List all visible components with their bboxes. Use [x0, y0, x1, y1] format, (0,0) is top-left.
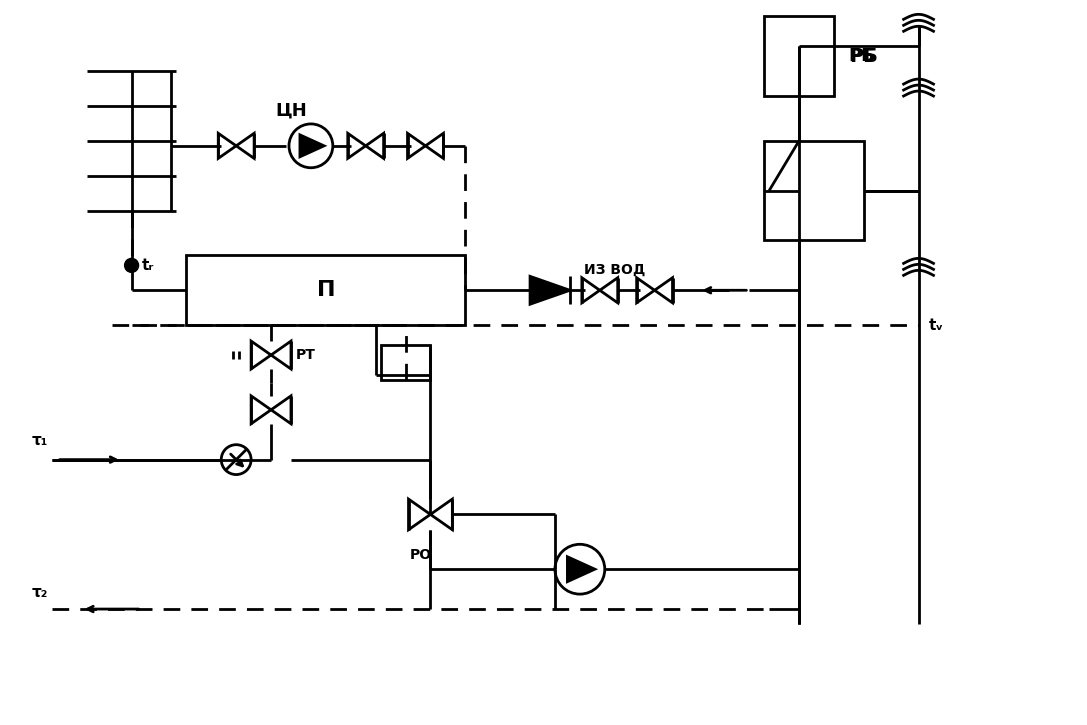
Circle shape: [555, 544, 604, 594]
Polygon shape: [600, 278, 617, 303]
Text: РБ: РБ: [849, 46, 877, 66]
Text: ИЗ ВОД: ИЗ ВОД: [584, 262, 646, 276]
Polygon shape: [218, 133, 236, 158]
Bar: [186, 255, 465, 325]
Circle shape: [289, 124, 333, 167]
Circle shape: [222, 444, 251, 475]
Polygon shape: [430, 499, 452, 530]
Text: ЦН: ЦН: [275, 102, 307, 120]
Text: τ₁: τ₁: [32, 433, 48, 447]
Polygon shape: [271, 341, 291, 369]
Bar: [380, 345, 430, 380]
Polygon shape: [425, 133, 443, 158]
Polygon shape: [567, 557, 595, 581]
Circle shape: [125, 258, 138, 273]
Polygon shape: [271, 396, 291, 424]
Polygon shape: [236, 133, 254, 158]
Polygon shape: [408, 133, 425, 158]
Polygon shape: [365, 133, 384, 158]
Polygon shape: [530, 276, 570, 304]
Bar: [764, 17, 834, 96]
Polygon shape: [654, 278, 673, 303]
Polygon shape: [251, 341, 271, 369]
Polygon shape: [637, 278, 654, 303]
Text: РО: РО: [410, 548, 432, 563]
Text: РБ: РБ: [849, 47, 875, 65]
Polygon shape: [251, 396, 271, 424]
Text: П: П: [316, 281, 335, 300]
Polygon shape: [409, 499, 430, 530]
Polygon shape: [582, 278, 600, 303]
Polygon shape: [348, 133, 365, 158]
Text: tᵣ: tᵣ: [141, 258, 153, 273]
Text: tᵥ: tᵥ: [928, 318, 944, 333]
Text: τ₂: τ₂: [32, 585, 48, 600]
Polygon shape: [300, 135, 324, 157]
Bar: [764, 141, 864, 241]
Text: РТ: РТ: [296, 348, 316, 362]
